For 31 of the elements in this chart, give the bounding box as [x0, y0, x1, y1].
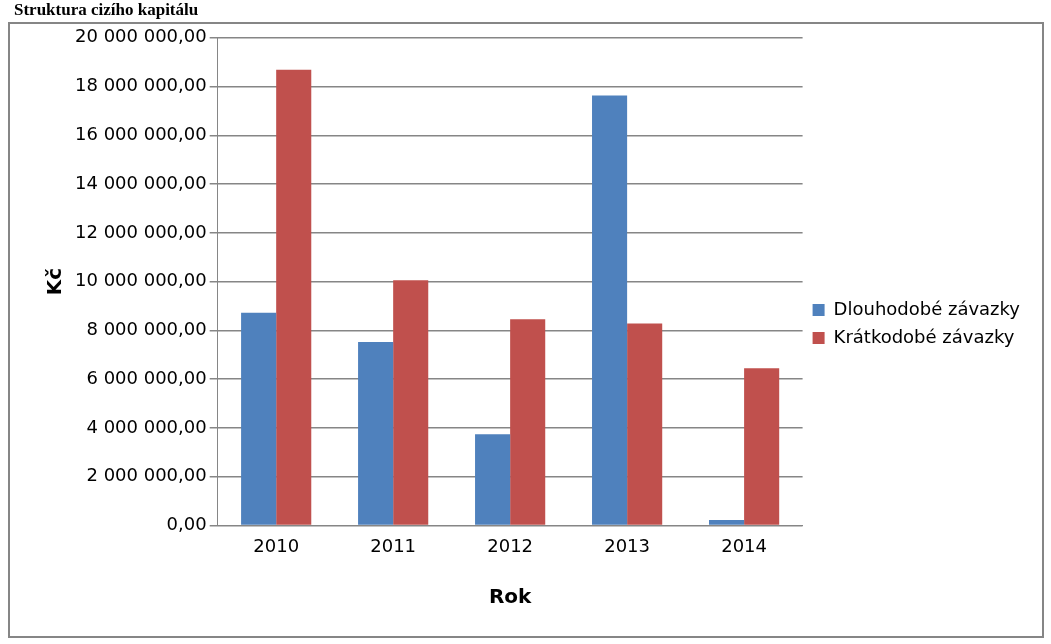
bar: [475, 434, 511, 525]
chart-title: Struktura cizího kapitálu: [14, 0, 199, 20]
bar: [276, 69, 312, 525]
bar: [592, 95, 628, 525]
bar: [358, 342, 394, 525]
y-tick-label: 12 000 000,00: [75, 220, 207, 242]
y-tick-label: 20 000 000,00: [75, 25, 207, 47]
y-tick-label: 2 000 000,00: [86, 464, 207, 486]
y-tick-label: 10 000 000,00: [75, 269, 207, 291]
y-axis-title: Kč: [42, 267, 67, 296]
bar: [510, 319, 546, 525]
x-axis-title: Rok: [488, 584, 533, 609]
y-tick-label: 18 000 000,00: [75, 74, 207, 96]
bar: [627, 323, 663, 525]
x-tick-label: 2012: [487, 534, 534, 556]
legend-label: Dlouhodobé závazky: [833, 297, 1021, 319]
bar: [393, 280, 429, 525]
y-tick-label: 16 000 000,00: [75, 122, 207, 144]
x-tick-label: 2011: [370, 534, 417, 556]
y-tick-label: 4 000 000,00: [86, 415, 207, 437]
x-tick-label: 2014: [721, 534, 768, 556]
legend-label: Krátkodobé závazky: [833, 325, 1015, 347]
y-tick-label: 6 000 000,00: [86, 366, 207, 388]
y-tick-label: 0,00: [166, 513, 207, 535]
y-tick-label: 14 000 000,00: [75, 171, 207, 193]
x-tick-label: 2013: [604, 534, 651, 556]
bar: [241, 312, 277, 525]
bar: [744, 368, 780, 525]
y-tick-label: 8 000 000,00: [86, 318, 207, 340]
x-tick-label: 2010: [253, 534, 300, 556]
bar: [709, 520, 745, 525]
